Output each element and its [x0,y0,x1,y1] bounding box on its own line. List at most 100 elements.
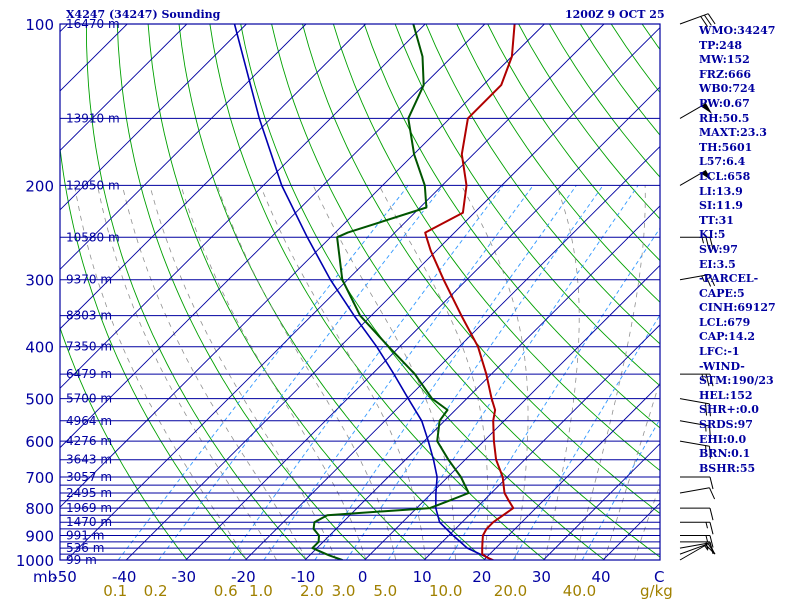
wind-barb [680,373,714,387]
index-line: TP:248 [699,38,743,52]
index-line: WB0:724 [699,82,756,96]
mixing-ratio-unit-label: g/kg [640,582,673,600]
wind-barb [680,521,714,535]
temperature-tick-label: 30 [532,568,551,586]
temperature-tick-label: -20 [231,568,256,586]
index-line: SW:97 [699,242,738,256]
index-line: BSHR:55 [699,461,756,475]
wind-barb [679,169,712,186]
index-line: HEL:152 [699,388,753,402]
temperature-tick-label: -50 [52,568,77,586]
index-line: TT:31 [699,213,734,227]
height-label: 3057 m [66,470,112,484]
mixing-ratio-label: 0.6 [214,582,238,600]
index-line: MW:152 [699,53,750,67]
height-label: 3643 m [66,453,112,467]
height-label: 5700 m [66,392,112,406]
isobars [60,24,660,560]
pressure-unit-label: mb [33,568,57,586]
mixing-ratio-label: 1.0 [249,582,273,600]
moist-adiabat-line [461,185,529,560]
temperature-line [424,24,516,560]
index-line: FRZ:666 [699,67,752,81]
wind-barb [680,507,714,521]
mixing-ratio-line [117,185,409,560]
dewpoint-trace [311,24,470,560]
wind-barb [679,487,716,500]
wind-barb [679,13,716,27]
index-line: EI:3.5 [699,257,736,271]
temperature-tick-label: 0 [358,568,368,586]
index-line: -PARCEL- [699,272,759,286]
isotherm-line [60,24,426,389]
isotherm-line [66,24,605,560]
index-line: SHR+:0.0 [699,403,759,417]
dry-adiabats [60,24,660,560]
dewpoint-line [311,24,470,560]
moist-adiabat-line [216,185,397,560]
temperature-tick-label: 10 [413,568,432,586]
isotherm-line [483,383,660,560]
wind-barb [679,420,711,439]
station-title: X4247 (34247) Sounding [66,8,221,21]
pressure-label: 400 [25,339,54,357]
pressure-label: 1000 [16,552,54,570]
temperature-tick-label: -30 [172,568,197,586]
isotherm-line [543,443,660,560]
isotherm-line [60,24,247,211]
moist-adiabat-line [574,185,646,560]
moist-adiabat-line [312,185,456,560]
wind-barb [680,535,714,548]
temperature-tick-label: -40 [112,568,137,586]
parcel-line [233,24,495,560]
height-label: 1969 m [66,501,112,515]
axis-labels: 0.1 0.2 0.6 1.0 2.0 3.0 5.0 10.0 20.0 40.0 g/kg100… [16,16,673,600]
mixing-ratio-label: 5.0 [373,582,397,600]
moist-adiabat-line [122,185,307,560]
pressure-label: 300 [25,272,54,290]
height-label: 10580 m [66,230,120,244]
index-line: LCL:658 [699,169,751,183]
mixing-ratio-line [387,185,639,560]
stability-indices-panel: WMO:34247 TP:248 MW:152 FRZ:666 WB0:724 PW:0.… [699,24,776,476]
isotherm-line [60,24,545,508]
wind-barb [680,236,714,250]
isotherm-line [304,205,660,560]
index-line: MAXT:23.3 [699,126,767,140]
height-label: 4276 m [66,434,112,448]
index-line: SRDS:97 [699,418,753,432]
height-label: 12050 m [66,178,120,192]
isotherm-line [60,24,486,449]
mixing-ratio-line [158,185,444,560]
isotherm-line [423,324,660,560]
mixing-ratio-line [263,185,534,560]
mixing-ratio-label: 3.0 [332,582,356,600]
isotherm-line [60,24,307,270]
index-line: -WIND- [699,359,745,373]
pressure-label: 800 [25,500,54,518]
wind-barb [679,102,712,119]
height-label: 13910 m [66,111,120,125]
wind-barb [679,274,716,287]
wind-barb [679,440,711,459]
isotherm-line [185,86,660,560]
index-line: PW:0.67 [699,96,750,110]
mixing-ratio-label: 0.2 [144,582,168,600]
isotherm-line [0,24,8,560]
index-line: L57:6.4 [699,155,746,169]
mixing-ratio-label: 2.0 [300,582,324,600]
index-line: STM:190/23 [699,374,774,388]
temperature-tick-label: 40 [591,568,610,586]
index-line: WMO:34247 [699,24,776,37]
isotherm-line [60,24,366,330]
index-line: SI:11.9 [699,199,743,213]
index-line: TH:5601 [699,140,753,154]
wind-barb [680,476,714,490]
index-line: CAPE:5 [699,286,745,300]
isotherm-line [245,145,660,560]
pressure-label: 900 [25,528,54,546]
parcel-trace [233,24,495,560]
mixing-ratio-line [448,227,660,560]
height-label: 16470 m [66,17,120,31]
